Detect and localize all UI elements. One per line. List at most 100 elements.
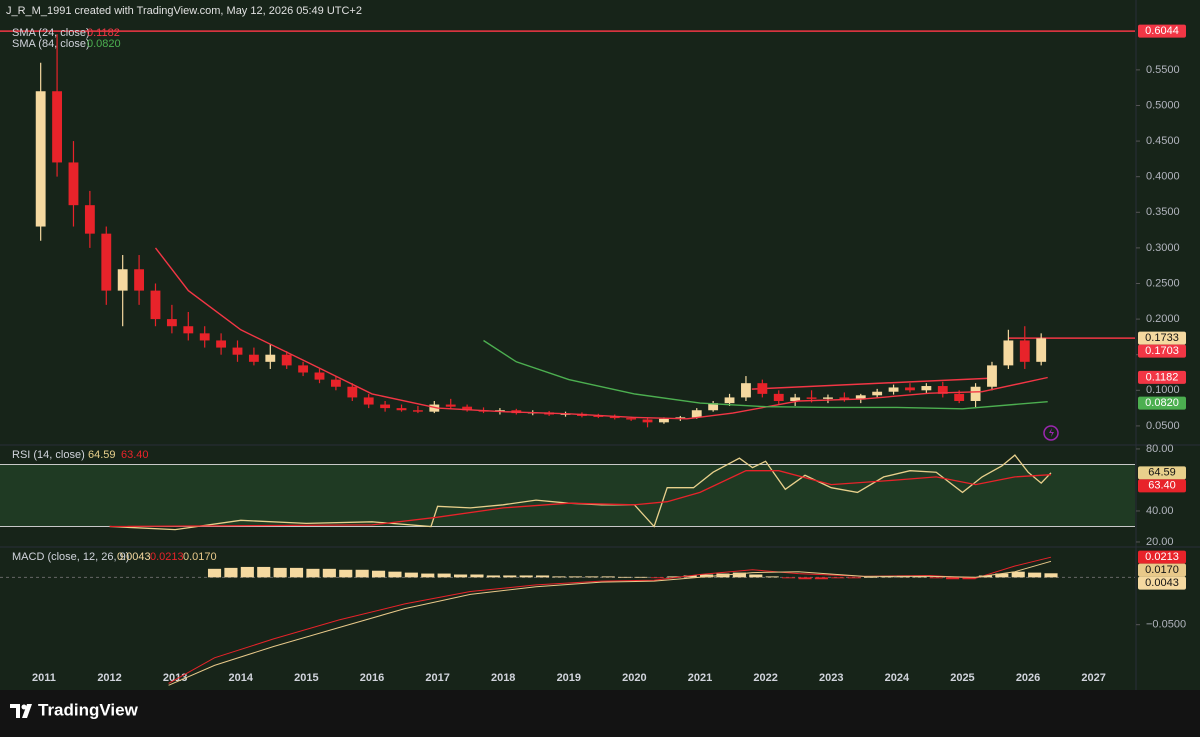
- histogram-bar: [421, 573, 435, 578]
- price-badge: [1138, 396, 1186, 410]
- alert-icon-circle[interactable]: [1043, 425, 1059, 441]
- candle-body: [839, 397, 850, 400]
- candle-body: [166, 319, 177, 327]
- histogram-bar: [1011, 571, 1025, 578]
- histogram-bar: [798, 577, 812, 580]
- histogram-bar: [207, 568, 222, 578]
- histogram-bar: [683, 575, 697, 578]
- candle-body: [84, 205, 95, 234]
- candle-body: [52, 91, 62, 163]
- histogram-bar: [831, 577, 845, 579]
- candle-body: [248, 354, 259, 362]
- candle-body: [117, 269, 128, 291]
- histogram-bar: [946, 577, 960, 580]
- candle-body: [642, 419, 653, 423]
- histogram-bar: [634, 576, 648, 578]
- y-tick-label: 0.5000: [1146, 99, 1180, 111]
- y-tick-label: −0.0500: [1146, 619, 1186, 631]
- y-tick-label: 0.5500: [1146, 64, 1180, 76]
- x-tick-label: 2016: [360, 672, 384, 684]
- y-tick-label: 20.00: [1146, 536, 1174, 548]
- candle-body: [757, 383, 768, 394]
- trend-line: [751, 377, 991, 390]
- x-tick-label: 2024: [885, 672, 910, 684]
- candle-body: [1036, 338, 1047, 362]
- candle-body: [823, 397, 833, 399]
- price-badge: [1138, 563, 1186, 577]
- y-tick-label: 80.00: [1146, 443, 1174, 455]
- x-tick-label: 2015: [294, 672, 318, 684]
- alert-icon-bolt[interactable]: [1049, 428, 1054, 437]
- candle-body: [1003, 340, 1014, 366]
- histogram-bar: [388, 571, 402, 578]
- price-badge: [1138, 344, 1186, 358]
- price-badge: [1138, 576, 1186, 590]
- candle-body: [708, 403, 719, 411]
- candle-body: [330, 379, 341, 387]
- x-tick-label: 2021: [688, 672, 712, 684]
- histogram-bar: [732, 572, 746, 578]
- y-tick-label: 0.2000: [1146, 313, 1180, 325]
- histogram-bar: [864, 576, 878, 578]
- price-badge-label: 0.0213: [1145, 551, 1179, 563]
- candle-body: [724, 397, 735, 404]
- candle-body: [380, 404, 391, 409]
- histogram-bar: [782, 577, 796, 579]
- legend-value: 0.0043: [117, 551, 151, 563]
- legend-value: 0.0820: [87, 38, 121, 50]
- legend-label: SMA (84, close): [12, 38, 90, 50]
- price-badge-label: 0.1182: [1146, 371, 1179, 383]
- candle-body: [626, 418, 637, 420]
- histogram-bar: [765, 576, 779, 578]
- y-tick-label: 0.4500: [1146, 135, 1180, 147]
- candle-body: [806, 397, 817, 399]
- candle-body: [872, 391, 883, 396]
- y-tick-label: 0.4000: [1146, 171, 1180, 183]
- rsi-band: [0, 464, 1135, 527]
- histogram-bar: [847, 577, 861, 579]
- y-tick-label: 0.2500: [1146, 277, 1180, 289]
- candle-body: [741, 383, 751, 398]
- candle-body: [921, 386, 932, 391]
- y-tick-label: 40.00: [1146, 505, 1174, 517]
- price-badge-label: 0.0170: [1145, 564, 1179, 576]
- price-badge: [1138, 331, 1186, 345]
- header-text: J_R_M_1991 created with TradingView.com,…: [6, 5, 362, 17]
- price-badge-label: 0.1733: [1145, 332, 1179, 344]
- histogram-bar: [519, 575, 533, 578]
- candle-body: [281, 354, 292, 366]
- indicator-line: [109, 470, 1052, 528]
- moving-average-line: [154, 247, 1048, 420]
- price-badge-label: 63.40: [1148, 480, 1176, 492]
- histogram-bar: [404, 572, 418, 578]
- indicator-line: [109, 454, 1052, 531]
- histogram-bar: [618, 576, 632, 578]
- candle-body: [888, 387, 899, 392]
- price-badge: [1138, 550, 1186, 564]
- x-tick-label: 2019: [557, 672, 581, 684]
- alert-icon[interactable]: [1043, 425, 1059, 441]
- candle-body: [35, 91, 46, 227]
- candle-body: [216, 340, 227, 348]
- candle-body: [790, 397, 801, 401]
- candle-body: [199, 333, 210, 341]
- x-tick-label: 2013: [163, 672, 187, 684]
- histogram-bar: [306, 568, 320, 578]
- candle-body: [232, 347, 243, 355]
- price-badge: [1138, 370, 1186, 384]
- price-badge-label: 0.6044: [1145, 25, 1179, 37]
- histogram-bar: [371, 570, 386, 578]
- histogram-bar: [929, 577, 943, 579]
- moving-average-line: [483, 339, 1048, 410]
- x-tick-label: 2020: [622, 672, 646, 684]
- candle-body: [593, 415, 604, 417]
- x-tick-label: 2014: [229, 672, 254, 684]
- histogram-bar: [1028, 572, 1042, 578]
- x-tick-label: 2023: [819, 672, 843, 684]
- histogram-bar: [700, 574, 714, 578]
- legend-label: SMA (24, close): [12, 27, 90, 39]
- candle-body: [462, 406, 473, 411]
- histogram-bar: [273, 567, 287, 578]
- histogram-bar: [814, 577, 828, 580]
- price-badge: [1138, 24, 1186, 38]
